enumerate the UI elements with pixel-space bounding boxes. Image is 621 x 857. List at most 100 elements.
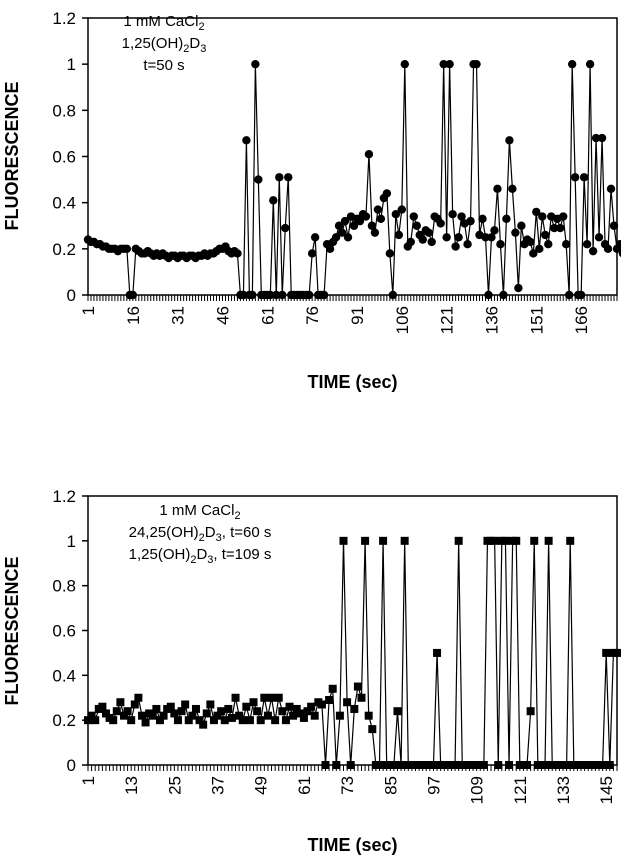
data-point: [559, 212, 568, 221]
x-tick-label: 97: [424, 776, 443, 795]
x-tick-label: 31: [169, 306, 188, 325]
y-tick-label: 1: [67, 532, 76, 551]
data-point: [285, 702, 294, 711]
data-point: [123, 707, 132, 716]
data-point: [512, 536, 521, 545]
data-point: [112, 707, 121, 716]
data-point: [393, 707, 402, 716]
y-axis-title: FLUORESCENCE: [2, 556, 22, 705]
data-point: [119, 711, 128, 720]
data-point: [307, 249, 317, 258]
data-point: [567, 59, 577, 69]
data-point: [91, 716, 100, 725]
data-point: [284, 173, 293, 182]
data-point: [544, 240, 553, 249]
y-tick-label: 0.4: [52, 666, 76, 685]
data-point: [532, 207, 541, 217]
x-tick-label: 61: [295, 776, 314, 795]
data-point: [271, 716, 280, 725]
data-point: [209, 716, 218, 725]
data-point: [299, 713, 308, 722]
data-point: [343, 233, 353, 242]
data-point: [466, 216, 475, 226]
data-point: [370, 228, 380, 237]
annotation-line: 1 mM CaCl2: [123, 13, 204, 33]
data-point: [609, 221, 619, 230]
data-point: [148, 711, 157, 720]
x-tick-label: 73: [338, 776, 357, 795]
data-point: [334, 221, 344, 230]
data-point: [472, 59, 481, 69]
x-tick-label: 46: [213, 306, 232, 325]
data-point: [233, 249, 242, 258]
x-axis-title: TIME (sec): [307, 835, 397, 855]
data-point: [505, 136, 514, 145]
x-tick-label: 121: [511, 776, 530, 804]
data-point: [248, 290, 257, 300]
data-point: [289, 711, 298, 720]
data-point: [331, 233, 341, 242]
data-point: [493, 184, 502, 194]
y-tick-label: 1.2: [52, 487, 76, 506]
data-point: [260, 693, 269, 702]
data-point: [602, 648, 611, 657]
x-tick-label: 37: [209, 776, 228, 795]
data-point: [199, 720, 208, 729]
data-point: [364, 711, 373, 720]
data-point: [353, 682, 362, 691]
data-point: [400, 536, 409, 545]
data-point: [166, 702, 175, 711]
data-point: [526, 237, 535, 247]
data-point: [570, 173, 580, 182]
data-point: [505, 761, 514, 769]
data-point: [339, 536, 348, 545]
data-point: [307, 702, 316, 711]
data-point: [254, 175, 263, 184]
data-point: [202, 709, 211, 718]
data-point: [242, 136, 251, 145]
data-point: [463, 240, 472, 249]
data-point: [544, 536, 553, 545]
data-point: [349, 221, 359, 230]
data-point: [84, 716, 92, 725]
data-point: [451, 761, 460, 769]
data-point: [278, 290, 287, 300]
data-point: [566, 536, 575, 545]
data-point: [373, 205, 383, 214]
data-point: [394, 230, 404, 240]
annotation-line: t=50 s: [143, 57, 184, 74]
data-point: [191, 704, 200, 713]
x-axis-title: TIME (sec): [307, 372, 397, 392]
data-point: [319, 290, 329, 300]
data-point: [256, 716, 265, 725]
data-point: [388, 290, 398, 300]
data-point: [340, 216, 350, 226]
y-tick-label: 0.8: [52, 101, 76, 120]
data-point: [429, 761, 438, 769]
data-point: [585, 59, 595, 69]
data-point: [296, 709, 305, 718]
data-point: [239, 290, 248, 300]
chart-2: 0 0.2 0.4 0.6 0.8 1 1.2 1 13 25 37 49 61 73 85 97 109 121…: [2, 487, 621, 855]
data-point: [496, 240, 505, 249]
data-point: [249, 698, 258, 707]
data-point: [122, 244, 132, 254]
data-point: [561, 240, 571, 249]
data-point: [361, 212, 371, 221]
data-point: [487, 233, 496, 242]
data-point: [448, 210, 457, 219]
y-tick-label: 0: [67, 286, 76, 305]
y-tick-label: 0.2: [52, 711, 76, 730]
data-point: [361, 536, 370, 545]
x-tick-label: 106: [393, 306, 412, 334]
data-point: [170, 709, 179, 718]
data-point: [409, 212, 418, 221]
data-point: [253, 707, 262, 716]
x-tick-label: 76: [303, 306, 322, 325]
data-point: [224, 704, 233, 713]
data-point: [382, 189, 392, 198]
data-point: [188, 711, 197, 720]
series-line: [87, 540, 617, 766]
data-point: [564, 290, 574, 300]
x-tick-label: 85: [381, 776, 400, 795]
